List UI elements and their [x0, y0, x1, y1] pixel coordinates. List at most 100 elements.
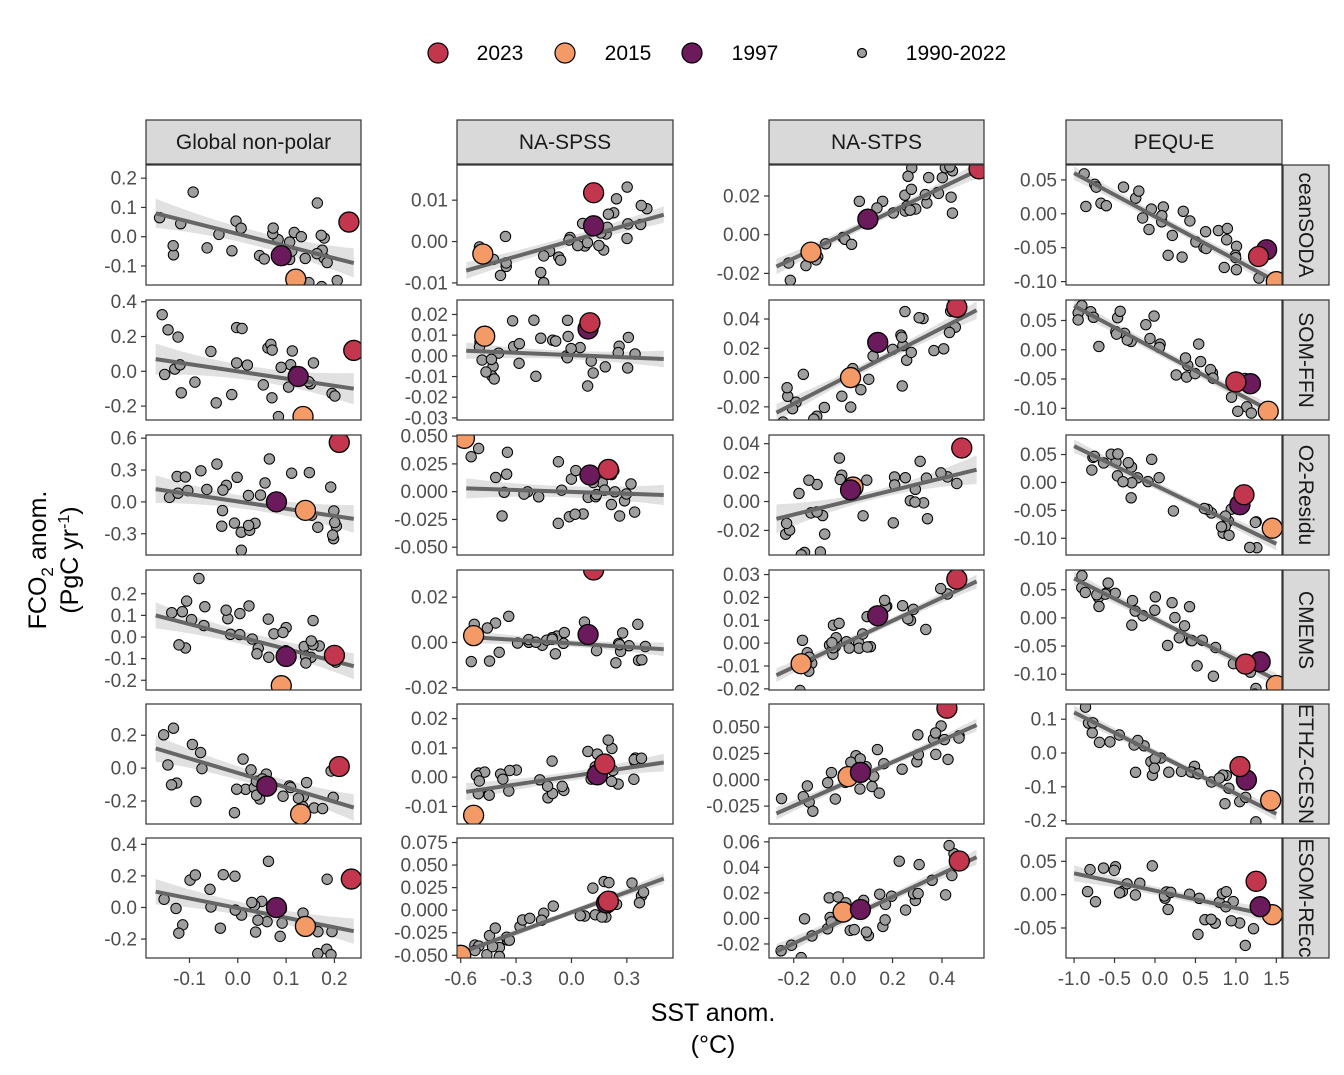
data-point	[943, 839, 955, 852]
panel-plot-area	[466, 312, 664, 392]
regression-line	[466, 634, 664, 652]
y-tick-label: -0.025	[394, 510, 448, 531]
data-point	[524, 912, 536, 924]
data-point	[569, 508, 581, 520]
data-point	[172, 331, 184, 343]
highlight-point-1997	[867, 605, 889, 627]
data-point	[582, 745, 594, 758]
regression-line	[155, 211, 355, 265]
data-point	[834, 473, 846, 486]
regression-line	[466, 348, 664, 361]
data-point	[263, 453, 276, 465]
data-point	[793, 487, 805, 500]
data-point	[920, 623, 932, 636]
y-axis-title-subscript: 2	[38, 567, 57, 576]
highlight-point-2023	[594, 753, 616, 775]
y-tick-label: -0.05	[1014, 501, 1057, 522]
highlight-point-1997	[265, 896, 288, 919]
data-point	[621, 362, 634, 374]
data-point	[807, 805, 819, 817]
y-tick-label: 0.03	[723, 565, 760, 586]
panel-5-2: -0.02 0.00 0.02 0.04 0.06	[717, 832, 985, 959]
data-point	[610, 193, 623, 205]
legend-marker-2023	[427, 42, 449, 64]
data-point	[1162, 249, 1174, 261]
y-tick-label: 0.075	[400, 833, 448, 854]
y-tick-label: -0.01	[405, 273, 448, 294]
data-point	[242, 519, 255, 532]
data-point	[626, 877, 638, 889]
data-point	[316, 280, 328, 285]
y-tick-label: 0.05	[1020, 170, 1057, 191]
x-tick-label: 0.3	[614, 969, 640, 990]
data-point	[300, 776, 313, 789]
panel-plot-area	[1073, 691, 1282, 824]
data-point	[863, 373, 875, 385]
strip-product-3	[1282, 569, 1330, 691]
data-point	[307, 357, 320, 369]
data-point	[506, 315, 519, 327]
data-point	[166, 607, 178, 619]
panel-border	[456, 569, 674, 691]
data-point	[1104, 736, 1116, 748]
data-point	[913, 858, 925, 871]
data-point	[158, 368, 171, 381]
data-point	[483, 655, 496, 667]
data-point	[939, 889, 952, 901]
data-point	[1245, 407, 1258, 419]
y-tick-label: 0.2	[111, 866, 137, 887]
data-point	[331, 274, 343, 285]
data-point	[275, 361, 287, 374]
legend-marker-1997	[681, 42, 703, 64]
highlight-point-2023	[1245, 870, 1267, 892]
data-point	[210, 397, 222, 409]
data-point	[481, 622, 494, 634]
data-point	[565, 342, 577, 355]
data-point	[1076, 691, 1086, 701]
data-point	[803, 474, 815, 486]
highlight-point-1997	[287, 365, 309, 388]
panel-border	[1065, 434, 1283, 556]
data-point	[1081, 885, 1094, 898]
data-point	[537, 250, 550, 262]
data-point	[896, 763, 908, 775]
highlight-point-2015	[790, 653, 812, 675]
y-tick-label: -0.02	[717, 397, 760, 418]
data-point	[500, 468, 513, 480]
y-tick-label: 0.05	[1020, 580, 1057, 601]
highlight-point-2015	[457, 944, 472, 958]
data-point	[537, 277, 550, 285]
data-point	[1102, 577, 1114, 589]
data-point	[292, 284, 299, 285]
data-point	[928, 344, 940, 357]
y-tick-label: -0.02	[717, 934, 760, 955]
data-point	[1183, 600, 1196, 613]
panel-plot-area	[155, 855, 361, 958]
data-point	[187, 186, 199, 198]
x-tick-label: 0.5	[1182, 969, 1208, 990]
highlight-point-1997	[582, 215, 605, 237]
data-point	[1148, 310, 1160, 322]
data-point	[549, 335, 562, 347]
y-tick-label: 0.2	[111, 584, 137, 605]
highlight-point-2015	[270, 675, 292, 690]
data-point	[277, 626, 289, 639]
data-point	[173, 639, 185, 651]
data-point	[887, 517, 899, 529]
strip-region-label: PEQU-E	[1134, 131, 1215, 154]
data-point	[496, 510, 508, 522]
data-point	[878, 594, 891, 607]
data-point	[226, 245, 238, 257]
y-tick-label: 0.01	[411, 738, 448, 759]
y-tick-label: -0.050	[394, 538, 448, 559]
panel-1-1: -0.03-0.02-0.010.000.010.02	[405, 299, 674, 429]
panel-5-3: -0.05 0.00 0.05	[1014, 837, 1283, 959]
data-point	[946, 207, 959, 219]
data-point	[286, 345, 299, 357]
data-point	[266, 344, 278, 356]
panel-3-3: -0.10 -0.05 0.00 0.05	[1014, 569, 1283, 691]
panel-0-1: -0.01 0.00 0.01	[405, 164, 674, 294]
data-point	[175, 387, 187, 399]
data-point	[1161, 639, 1174, 652]
data-point	[329, 390, 341, 402]
